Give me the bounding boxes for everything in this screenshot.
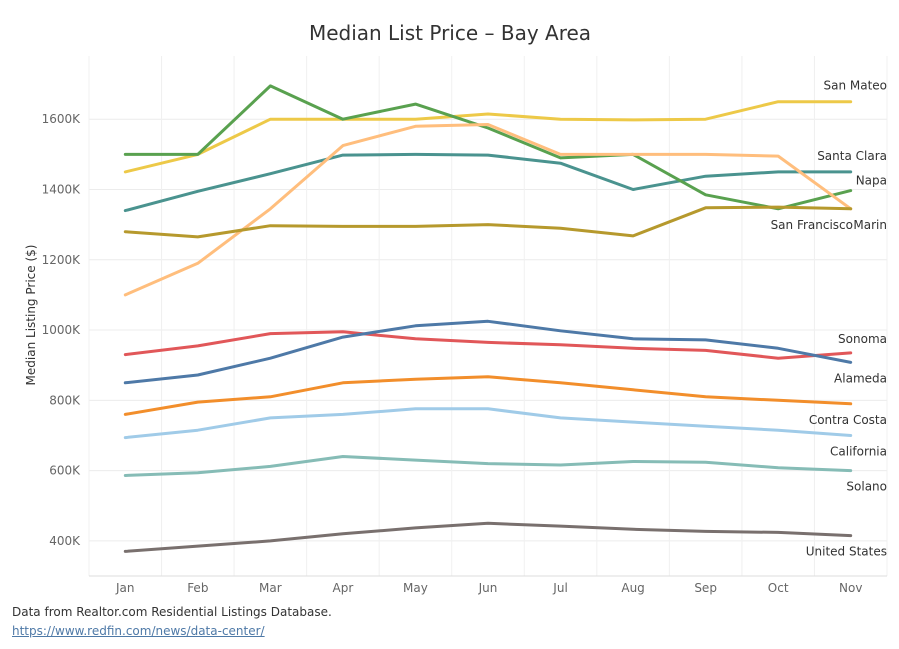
x-tick-label: Sep	[694, 581, 717, 595]
y-tick-label: 600K	[49, 464, 81, 478]
series-label-sonoma: Sonoma	[838, 332, 887, 346]
line-chart: Median List Price – Bay Area Median List…	[24, 21, 888, 595]
series-line-san-mateo	[123, 100, 853, 174]
y-axis-ticks: 400K 600K 800K 1000K 1200K 1400K 1600K	[42, 112, 82, 548]
series-line-marin	[123, 123, 853, 297]
series-label-napa: Napa	[856, 174, 887, 188]
x-tick-label: Jul	[552, 581, 567, 595]
x-tick-label: Feb	[187, 581, 208, 595]
y-tick-label: 1000K	[42, 323, 82, 337]
series-line-solano	[123, 455, 853, 477]
x-tick-label: Oct	[768, 581, 789, 595]
source-note: Data from Realtor.com Residential Listin…	[12, 605, 332, 619]
series-label-san-francisco: San Francisco	[771, 218, 853, 232]
x-tick-label: Jan	[115, 581, 135, 595]
series-line-santa-clara	[123, 152, 853, 213]
x-tick-label: Jun	[478, 581, 498, 595]
x-tick-label: Aug	[621, 581, 644, 595]
series-line-alameda	[123, 319, 853, 385]
x-tick-label: Mar	[259, 581, 282, 595]
y-tick-label: 1400K	[42, 183, 82, 197]
series-line-sonoma	[123, 330, 853, 360]
series-line-contra-costa	[123, 375, 853, 416]
series-label-marin: Marin	[853, 218, 887, 232]
series-label-contra-costa: Contra Costa	[809, 413, 887, 427]
series-lines	[123, 84, 853, 553]
y-tick-label: 1200K	[42, 253, 82, 267]
series-label-california: California	[830, 444, 887, 458]
y-axis-label: Median Listing Price ($)	[24, 245, 38, 386]
series-label-united-states: United States	[806, 545, 887, 559]
source-link[interactable]: https://www.redfin.com/news/data-center/	[12, 624, 265, 638]
x-tick-label: Nov	[839, 581, 862, 595]
series-label-alameda: Alameda	[834, 371, 887, 385]
y-tick-label: 400K	[49, 534, 81, 548]
x-tick-label: Apr	[333, 581, 354, 595]
series-line-san-francisco	[123, 205, 853, 239]
x-tick-label: May	[403, 581, 428, 595]
series-line-california	[123, 407, 853, 440]
series-label-solano: Solano	[846, 480, 887, 494]
series-line-napa	[123, 84, 853, 211]
y-tick-label: 1600K	[42, 112, 82, 126]
series-label-san-mateo: San Mateo	[823, 79, 887, 93]
y-tick-label: 800K	[49, 393, 81, 407]
chart-title: Median List Price – Bay Area	[309, 21, 591, 45]
x-axis-ticks: Jan Feb Mar Apr May Jun Jul Aug Sep Oct Nov	[115, 581, 862, 595]
series-label-santa-clara: Santa Clara	[817, 149, 887, 163]
series-line-united-states	[123, 521, 853, 553]
gridlines	[88, 56, 888, 577]
